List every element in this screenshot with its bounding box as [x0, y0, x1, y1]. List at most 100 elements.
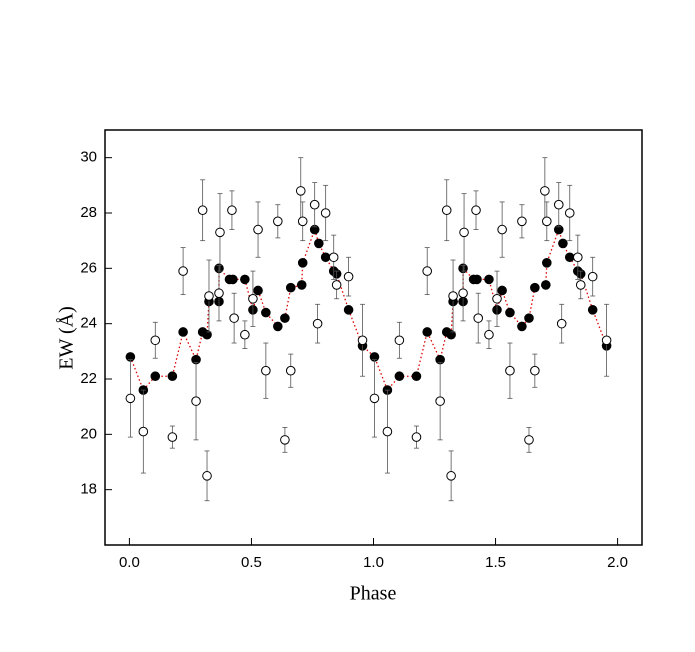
- open-point: [517, 216, 527, 227]
- open-point: [564, 208, 575, 218]
- filled-point: [273, 321, 283, 332]
- filled-point: [178, 327, 188, 337]
- filled-point: [446, 329, 456, 340]
- open-point: [328, 252, 339, 263]
- open-point: [295, 186, 306, 196]
- open-point: [575, 280, 586, 290]
- open-point: [471, 205, 481, 216]
- filled-point: [484, 274, 494, 285]
- filled-point: [564, 252, 575, 263]
- open-point: [343, 271, 354, 282]
- open-point: [435, 396, 445, 406]
- filled-point: [253, 285, 263, 296]
- open-point: [357, 335, 368, 346]
- open-point: [285, 365, 296, 376]
- filled-point: [530, 282, 540, 293]
- y-tick-label: 24: [80, 315, 97, 332]
- open-point: [492, 293, 502, 304]
- open-point: [540, 186, 550, 196]
- open-point: [497, 224, 507, 235]
- filled-point: [422, 327, 433, 337]
- open-point: [297, 216, 308, 227]
- open-point: [273, 216, 283, 227]
- open-point: [240, 329, 250, 340]
- open-point: [167, 432, 178, 442]
- x-tick-label: 0.0: [119, 554, 140, 571]
- filled-point: [202, 329, 212, 340]
- open-point: [197, 205, 208, 216]
- open-point: [441, 205, 452, 216]
- filled-point: [587, 305, 598, 315]
- y-tick-label: 18: [80, 481, 97, 498]
- open-point: [150, 335, 161, 346]
- x-tick-label: 1.5: [485, 554, 506, 571]
- open-point: [601, 335, 612, 346]
- open-point: [229, 313, 239, 323]
- open-point: [125, 393, 136, 404]
- open-point: [227, 205, 237, 216]
- filled-point: [297, 258, 308, 268]
- open-point: [248, 293, 258, 304]
- x-tick-label: 0.5: [241, 554, 262, 571]
- open-point: [473, 313, 484, 323]
- open-point: [331, 280, 342, 290]
- open-point: [505, 365, 515, 376]
- open-point: [178, 266, 188, 276]
- open-point: [587, 271, 598, 282]
- filled-point: [542, 258, 552, 268]
- filled-point: [394, 371, 405, 382]
- open-point: [394, 335, 405, 346]
- open-point: [312, 318, 323, 329]
- x-axis-title: Phase: [350, 583, 397, 605]
- open-point: [215, 227, 225, 238]
- open-point: [556, 318, 567, 329]
- open-point: [369, 393, 380, 404]
- filled-point: [261, 307, 271, 318]
- open-point: [553, 199, 564, 210]
- open-point: [191, 396, 201, 406]
- y-tick-label: 20: [80, 425, 97, 442]
- open-point: [573, 252, 583, 263]
- open-point: [204, 291, 214, 301]
- filled-point: [228, 274, 238, 285]
- open-point: [411, 432, 422, 442]
- filled-point: [524, 313, 534, 323]
- y-tick-label: 22: [80, 370, 97, 387]
- open-point: [280, 435, 290, 445]
- open-point: [459, 227, 469, 238]
- x-tick-label: 1.0: [363, 554, 384, 571]
- filled-point: [240, 274, 250, 285]
- open-point: [261, 365, 271, 376]
- open-point: [448, 291, 458, 301]
- open-point: [446, 471, 456, 481]
- open-point: [524, 435, 534, 445]
- y-tick-label: 30: [80, 149, 97, 166]
- open-point: [484, 329, 494, 340]
- y-tick-label: 28: [80, 204, 97, 221]
- filled-point: [411, 371, 422, 382]
- open-point: [458, 288, 468, 299]
- open-point: [309, 199, 320, 210]
- open-point: [542, 216, 552, 227]
- filled-point: [541, 280, 551, 290]
- open-point: [530, 365, 540, 376]
- open-point: [253, 224, 263, 235]
- filled-point: [472, 274, 482, 285]
- x-tick-label: 2.0: [607, 554, 628, 571]
- open-point: [320, 208, 331, 218]
- open-point: [422, 266, 433, 276]
- filled-point: [505, 307, 515, 318]
- filled-point: [296, 280, 307, 290]
- open-point: [382, 426, 393, 437]
- open-point: [202, 471, 212, 481]
- filled-point: [314, 238, 324, 249]
- filled-point: [558, 238, 568, 249]
- filled-point: [167, 371, 178, 382]
- filled-point: [343, 305, 354, 315]
- filled-point: [280, 313, 290, 323]
- y-tick-label: 26: [80, 259, 97, 276]
- filled-point: [517, 321, 527, 332]
- y-axis-title: EW (Å): [56, 306, 78, 370]
- filled-point: [285, 282, 296, 293]
